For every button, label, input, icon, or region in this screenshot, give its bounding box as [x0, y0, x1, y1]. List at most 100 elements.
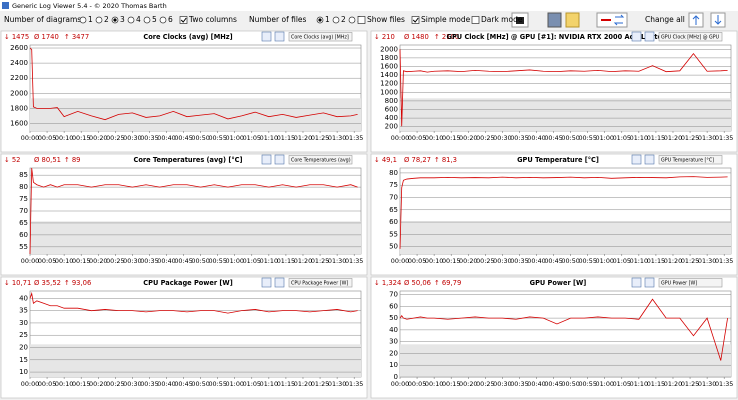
- radio-label: 2: [104, 15, 109, 24]
- x-tick-label: 00:15: [72, 257, 90, 265]
- x-tick-label: 01:15: [277, 134, 295, 142]
- x-tick-label: 00:45: [544, 380, 562, 388]
- x-tick-label: 00:10: [425, 380, 443, 388]
- panel-icon-button[interactable]: [644, 31, 655, 42]
- checkbox[interactable]: [411, 16, 420, 24]
- radio-button[interactable]: [79, 16, 87, 24]
- radio-button[interactable]: [95, 16, 103, 24]
- x-tick-label: 00:05: [408, 134, 426, 142]
- checkbox-label: Dark mode: [481, 15, 523, 24]
- radio-button[interactable]: [159, 16, 167, 24]
- y-tick-label: 70: [389, 291, 398, 299]
- x-tick-label: 01:35: [715, 134, 733, 142]
- change-all-label: Change all: [645, 15, 685, 24]
- radio-label: 1: [88, 15, 93, 24]
- x-tick-label: 00:55: [208, 257, 226, 265]
- panel-title: GPU Clock [MHz] @ GPU [#1]: NVIDIA RTX 2…: [447, 33, 670, 41]
- x-tick-label: 01:25: [311, 380, 329, 388]
- dropdown[interactable]: [288, 32, 353, 42]
- x-tick-label: 00:30: [493, 380, 511, 388]
- y-tick-label: 60: [389, 218, 398, 226]
- panel-icon-button[interactable]: [274, 154, 285, 165]
- x-tick-label: 00:45: [544, 134, 562, 142]
- stat-value: Ø 1480: [404, 33, 429, 41]
- panel-icon-button[interactable]: [274, 31, 285, 42]
- y-tick-label: 60: [19, 231, 28, 239]
- radio-button[interactable]: [143, 16, 151, 24]
- y-tick-label: 600: [385, 106, 398, 114]
- x-tick-label: 00:45: [174, 257, 192, 265]
- diagrams-label: Number of diagrams: [4, 15, 81, 24]
- data-line: [399, 176, 728, 249]
- panel-icon-button[interactable]: [261, 154, 272, 165]
- x-tick-label: 00:20: [89, 380, 107, 388]
- dropdown[interactable]: [658, 155, 723, 165]
- panel-icon-button[interactable]: [261, 31, 272, 42]
- x-tick-label: 00:10: [425, 257, 443, 265]
- save-button[interactable]: [547, 12, 562, 28]
- x-tick-label: 01:10: [260, 380, 278, 388]
- stat-value: ↑ 89: [64, 156, 81, 164]
- x-tick-label: 00:20: [459, 380, 477, 388]
- panel-icon-button[interactable]: [631, 31, 642, 42]
- radio-button[interactable]: [127, 16, 135, 24]
- x-tick-label: 00:20: [89, 134, 107, 142]
- stat-value: Ø 35,52: [34, 279, 61, 287]
- y-tick-label: 65: [389, 206, 398, 214]
- radio-label: 3: [120, 15, 125, 24]
- x-tick-label: 00:00: [21, 380, 39, 388]
- x-tick-label: 01:25: [681, 134, 699, 142]
- x-tick-label: 01:15: [277, 380, 295, 388]
- x-tick-label: 00:00: [391, 134, 409, 142]
- plot-shade: [400, 344, 731, 377]
- y-tick-label: 10: [19, 368, 28, 376]
- x-tick-label: 01:35: [715, 380, 733, 388]
- x-tick-label: 00:00: [391, 380, 409, 388]
- data-line: [29, 167, 358, 255]
- x-tick-label: 00:45: [544, 257, 562, 265]
- panel-icon-button[interactable]: [644, 154, 655, 165]
- dropdown[interactable]: [658, 32, 723, 42]
- x-tick-label: 01:00: [596, 380, 614, 388]
- x-tick-label: 00:50: [561, 134, 579, 142]
- dropdown[interactable]: [658, 278, 723, 288]
- panel: ↓ 1475 Ø 1740 ↑ 3477 Core Clocks (avg) [MHz…: [0, 30, 368, 153]
- plot-shade: [30, 98, 361, 131]
- x-tick-label: 00:40: [157, 257, 175, 265]
- x-tick-label: 01:30: [698, 257, 716, 265]
- panel-title: Core Clocks (avg) [MHz]: [143, 33, 232, 41]
- title-bar: [0, 0, 738, 11]
- radio-button[interactable]: [332, 16, 340, 24]
- swap-icon: [613, 14, 625, 26]
- y-tick-label: 40: [389, 326, 398, 334]
- x-tick-label: 01:10: [630, 134, 648, 142]
- dropdown[interactable]: [288, 278, 353, 288]
- panel-icon-button[interactable]: [261, 277, 272, 288]
- x-tick-label: 00:20: [459, 134, 477, 142]
- x-tick-label: 00:00: [21, 257, 39, 265]
- radio-button[interactable]: [348, 16, 356, 24]
- x-tick-label: 00:25: [106, 380, 124, 388]
- checkbox[interactable]: [179, 16, 188, 24]
- y-tick-label: 1800: [380, 54, 398, 62]
- x-tick-label: 01:20: [294, 257, 312, 265]
- panel-icon-button[interactable]: [631, 154, 642, 165]
- checkbox[interactable]: [357, 16, 366, 24]
- dropdown-text: GPU Power [W]: [661, 281, 697, 287]
- panel-icon-button[interactable]: [631, 277, 642, 288]
- panel-icon-button[interactable]: [644, 277, 655, 288]
- dropdown[interactable]: [288, 155, 353, 165]
- y-tick-label: 1000: [380, 88, 398, 96]
- y-tick-label: 1600: [380, 63, 398, 71]
- y-tick-label: 25: [19, 331, 28, 339]
- x-tick-label: 00:35: [140, 380, 158, 388]
- x-tick-label: 00:55: [578, 380, 596, 388]
- camera-icon: [516, 17, 524, 24]
- x-tick-label: 00:50: [191, 134, 209, 142]
- checkbox[interactable]: [471, 16, 480, 24]
- x-tick-label: 00:50: [561, 380, 579, 388]
- x-tick-label: 01:05: [613, 380, 631, 388]
- open-button[interactable]: [565, 12, 580, 28]
- panel-title: Core Temperatures (avg) [°C]: [134, 156, 243, 164]
- panel-icon-button[interactable]: [274, 277, 285, 288]
